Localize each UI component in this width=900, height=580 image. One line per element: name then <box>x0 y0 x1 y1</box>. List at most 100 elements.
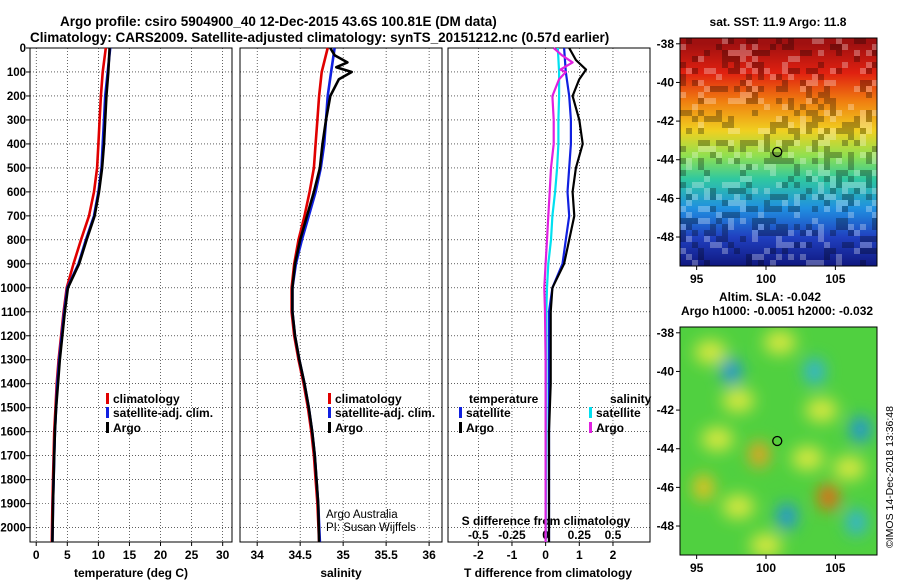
sst-pixel <box>764 230 770 236</box>
sst-pixel <box>704 194 710 200</box>
legend-climatology-swatch <box>106 393 109 404</box>
series-line-satellite <box>51 47 112 543</box>
sla-blob-group <box>693 330 871 555</box>
sst-pixel <box>734 182 740 188</box>
sst-pixel <box>722 122 728 128</box>
sst-pixel <box>872 236 877 242</box>
sst-pixel <box>824 248 830 254</box>
sst-pixel <box>734 158 740 164</box>
sst-pixel <box>860 86 866 92</box>
sst-pixel <box>758 128 764 134</box>
sst-pixel <box>866 68 872 74</box>
sst-pixel <box>776 236 782 242</box>
map-y-tick-label: -44 <box>657 153 675 167</box>
sst-pixel <box>794 182 800 188</box>
s-tick-label: 0.5 <box>605 528 622 542</box>
sst-pixel <box>728 158 734 164</box>
sst-pixel <box>776 194 782 200</box>
sst-pixel <box>752 110 758 116</box>
sst-pixel <box>830 194 836 200</box>
sst-pixel <box>770 152 776 158</box>
sst-pixel <box>704 68 710 74</box>
figure-title-line2: Climatology: CARS2009. Satellite-adjuste… <box>30 30 609 45</box>
sst-pixel <box>722 86 728 92</box>
sst-pixel <box>710 230 716 236</box>
series-line-satellite <box>547 47 573 542</box>
sst-pixel <box>746 74 752 80</box>
sst-pixel <box>704 140 710 146</box>
legend-t-satellite-label: satellite <box>466 406 511 420</box>
sst-pixel <box>752 62 758 68</box>
sst-pixel <box>764 134 770 140</box>
sst-pixel <box>752 92 758 98</box>
sst-pixel <box>728 182 734 188</box>
sst-pixel <box>818 134 824 140</box>
sst-pixel <box>818 188 824 194</box>
sst-pixel <box>872 224 877 230</box>
sst-pixel <box>752 164 758 170</box>
sst-pixel <box>770 230 776 236</box>
sst-pixel <box>842 128 848 134</box>
map-x-tick-label: 95 <box>690 272 704 286</box>
sst-pixel <box>770 158 776 164</box>
sst-pixel <box>872 44 877 50</box>
sst-pixel <box>680 206 686 212</box>
legend-argo-label: Argo <box>113 421 141 435</box>
sst-pixel <box>752 50 758 56</box>
sst-pixel <box>842 206 848 212</box>
sst-pixel <box>800 230 806 236</box>
sst-pixel <box>788 128 794 134</box>
sst-pixel <box>794 164 800 170</box>
depth-tick-label: 2000 <box>0 523 26 535</box>
sst-pixel <box>728 200 734 206</box>
series-line-argo <box>291 47 354 543</box>
map-frame <box>679 326 878 556</box>
map-y-tick-label: -46 <box>657 480 675 494</box>
sst-pixel <box>740 188 746 194</box>
sst-pixel <box>722 230 728 236</box>
map-y-tick-label: -42 <box>657 114 675 128</box>
sst-pixel <box>794 110 800 116</box>
sst-pixel <box>818 92 824 98</box>
sst-pixel <box>836 128 842 134</box>
sst-pixel <box>854 50 860 56</box>
sst-pixel <box>872 218 877 224</box>
sst-pixel <box>866 176 872 182</box>
sst-pixel <box>704 146 710 152</box>
sst-pixel <box>680 74 686 80</box>
sst-pixel <box>818 128 824 134</box>
sst-pixel <box>842 182 848 188</box>
sst-pixel <box>752 254 758 260</box>
x-tick-label: 36 <box>422 548 436 562</box>
sst-pixel <box>740 50 746 56</box>
sst-pixel <box>782 158 788 164</box>
sst-pixel <box>836 224 842 230</box>
sst-pixel <box>752 206 758 212</box>
salinity-panel: 34 34.5 35 35.5 36 salinity climatologysatelli… <box>239 47 443 580</box>
sst-pixel <box>746 140 752 146</box>
sst-pixel <box>770 206 776 212</box>
sst-pixel <box>866 128 872 134</box>
sst-pixel <box>794 170 800 176</box>
sst-pixel <box>812 206 818 212</box>
sst-pixel <box>716 110 722 116</box>
sst-pixel <box>770 218 776 224</box>
sst-pixel <box>758 254 764 260</box>
legend-satellite-label: satellite-adj. clim. <box>335 406 435 420</box>
sst-pixel <box>854 182 860 188</box>
sst-pixel <box>794 242 800 248</box>
sla-map-subtitle: Argo h1000: -0.0051 h2000: -0.032 <box>681 304 873 318</box>
sst-pixel <box>698 248 704 254</box>
sst-pixel <box>752 236 758 242</box>
sst-pixel <box>830 104 836 110</box>
sst-pixel <box>806 128 812 134</box>
sst-pixel <box>788 242 794 248</box>
sst-pixel <box>710 206 716 212</box>
sla-anomaly-blob <box>776 503 797 530</box>
sst-pixel <box>806 86 812 92</box>
sst-pixel <box>806 92 812 98</box>
legend-climatology-swatch <box>328 393 331 404</box>
sst-pixel <box>782 86 788 92</box>
depth-tick-label: 600 <box>7 187 26 199</box>
